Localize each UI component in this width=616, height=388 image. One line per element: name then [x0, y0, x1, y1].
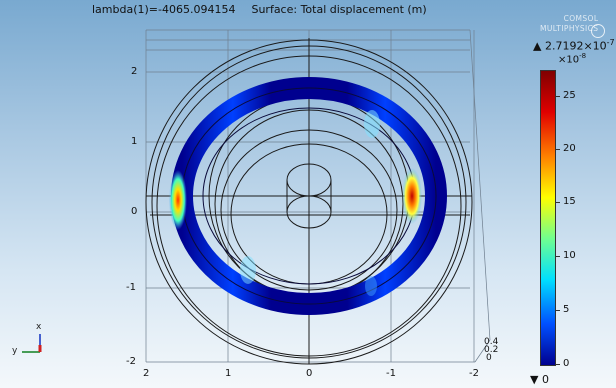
- colorbar-tick: 0: [563, 358, 570, 369]
- colorbar-max-label: ▲ 2.7192×10-7: [533, 38, 615, 53]
- x-tick-label: 0: [306, 368, 313, 379]
- z-tick-label: 0: [486, 353, 492, 363]
- color-legend-bar: [540, 70, 556, 366]
- colorbar-tick: 5: [563, 304, 570, 315]
- surface-label: Surface: Total displacement (m): [251, 3, 427, 16]
- plot-title: lambda(1)=-4065.094154 Surface: Total dis…: [92, 3, 427, 16]
- colorbar-tick: 20: [563, 143, 576, 154]
- x-tick-label: 1: [225, 368, 232, 379]
- x-tick-label: -2: [469, 368, 479, 379]
- colorbar-min-label: ▼ 0: [530, 373, 549, 386]
- y-tick-label: 0: [131, 206, 138, 217]
- y-tick-label: -1: [126, 282, 136, 293]
- z-tick-label: 0.2: [484, 345, 499, 355]
- y-tick-label: 1: [131, 136, 138, 147]
- colorbar-tick: 10: [563, 250, 576, 261]
- y-tick-label: 2: [131, 66, 138, 77]
- x-tick-label: 2: [143, 368, 150, 379]
- z-tick-label: 0.4: [484, 337, 499, 347]
- axis-triad: [22, 334, 42, 353]
- comsol-logo: COMSOL MULTIPHYSICS: [540, 14, 599, 33]
- triad-x-label: x: [36, 322, 42, 332]
- colorbar-tick: 25: [563, 90, 576, 101]
- deformed-ring: [169, 77, 447, 315]
- comsol-logo-mark: [591, 24, 605, 38]
- axis-grid: [145, 29, 491, 363]
- x-tick-label: -1: [386, 368, 396, 379]
- triad-y-label: y: [12, 346, 18, 356]
- eigenvalue-label: lambda(1)=-4065.094154: [92, 3, 236, 16]
- colorbar-scale-label: ×10-8: [558, 52, 587, 66]
- y-tick-label: -2: [126, 356, 136, 367]
- colorbar-tick: 15: [563, 196, 576, 207]
